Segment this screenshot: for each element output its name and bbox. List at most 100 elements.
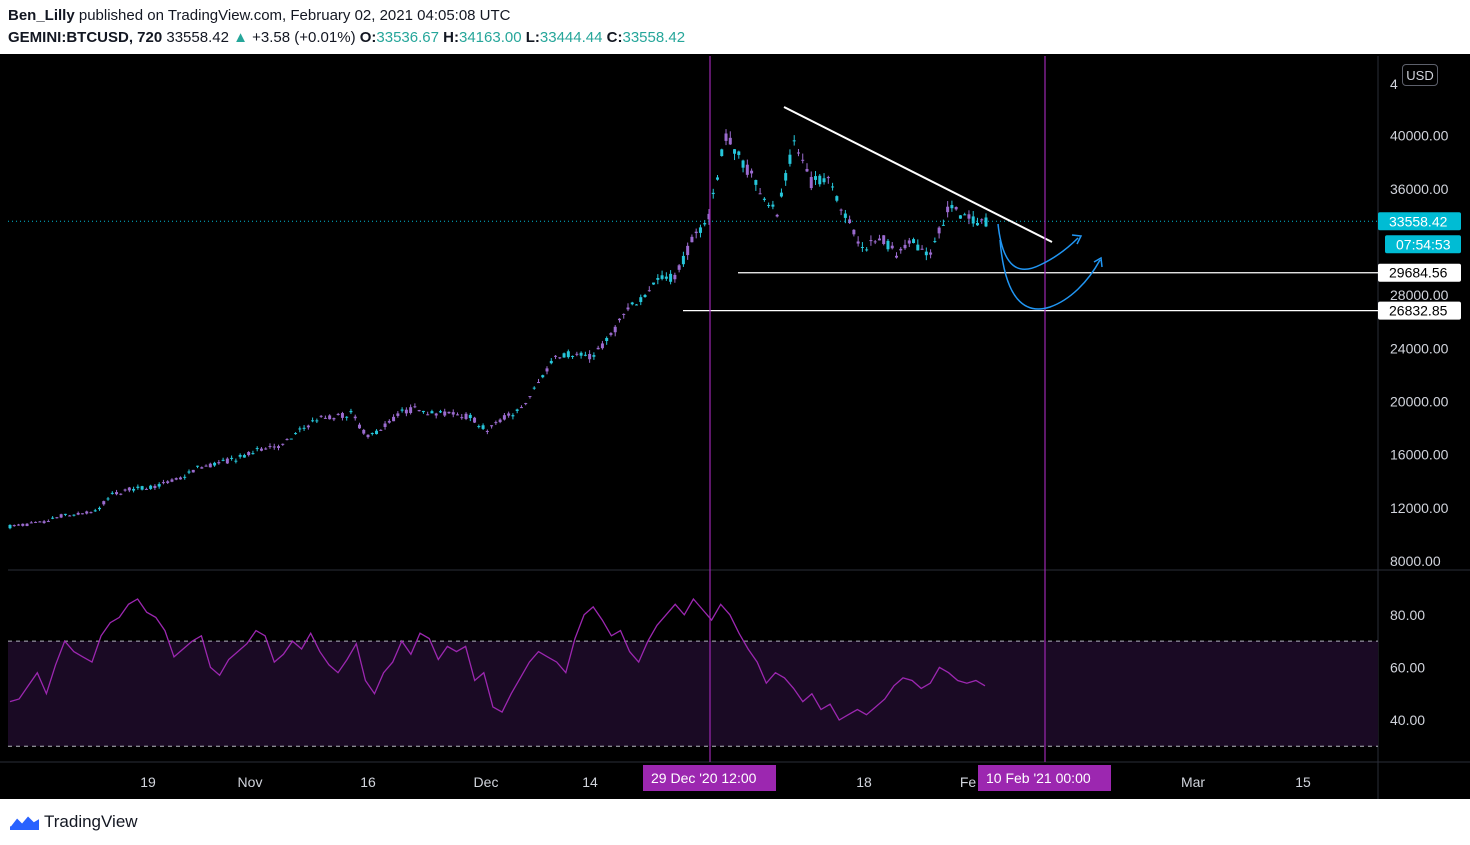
candle [59, 514, 63, 518]
time-axis-tick: Nov [238, 774, 263, 790]
author-name[interactable]: Ben_Lilly [8, 7, 75, 24]
candle [639, 297, 643, 302]
candle [890, 245, 894, 249]
candle [106, 498, 110, 500]
time-axis-tick: 19 [140, 774, 156, 790]
candle [728, 137, 732, 145]
candle [882, 235, 886, 245]
candle [379, 429, 383, 431]
candle [277, 446, 281, 448]
candle [711, 192, 715, 195]
candle [366, 434, 370, 438]
candle [933, 241, 937, 243]
candle [349, 410, 353, 413]
candle [191, 469, 195, 473]
candle [438, 411, 442, 413]
price-axis-tick: 4 [1390, 76, 1398, 92]
candle [217, 462, 221, 464]
candle [698, 227, 702, 233]
candle [161, 482, 165, 484]
candle [750, 170, 754, 174]
candle [208, 463, 212, 468]
candle [831, 186, 835, 188]
candle [647, 290, 651, 292]
candle [336, 413, 340, 415]
candle [886, 240, 890, 250]
time-axis-tick: Dec [474, 774, 499, 790]
candle [473, 417, 477, 423]
candle [289, 438, 293, 440]
price-axis-tick: 8000.00 [1390, 553, 1441, 569]
candle [481, 425, 485, 429]
candle [153, 485, 157, 489]
candle [984, 217, 988, 227]
candle [562, 353, 566, 358]
high-label: H: [443, 29, 459, 46]
candle [758, 193, 762, 195]
candle [916, 244, 920, 251]
publish-info: Ben_Lilly published on TradingView.com, … [8, 7, 511, 24]
candle [323, 417, 327, 419]
candle [571, 355, 575, 357]
candle [502, 415, 506, 420]
candle [686, 245, 690, 256]
tradingview-brand[interactable]: TradingView [8, 812, 138, 832]
candle [873, 241, 877, 243]
candle [549, 360, 553, 364]
candle [912, 239, 916, 244]
candle [166, 481, 170, 483]
rsi-line [9, 597, 986, 721]
candle [353, 416, 357, 419]
candle [494, 422, 498, 424]
low-value: 33444.44 [539, 29, 603, 46]
candle [80, 513, 84, 515]
candle [511, 415, 515, 417]
candle [144, 488, 148, 490]
candle [46, 521, 50, 523]
candle [187, 471, 191, 473]
candle [694, 231, 698, 234]
candle [673, 274, 677, 280]
candle [447, 411, 451, 414]
time-axis-tick: 16 [360, 774, 376, 790]
candle [174, 478, 178, 480]
candle [272, 446, 276, 448]
candle [285, 439, 289, 441]
candle [519, 407, 523, 409]
open-value: 33536.67 [376, 29, 439, 46]
candle [123, 489, 127, 491]
candle [532, 387, 536, 389]
last-price-tag: 33558.42 [1389, 213, 1448, 229]
rsi-band [8, 641, 1378, 747]
candle [345, 416, 349, 418]
candle [34, 521, 38, 523]
candle [375, 430, 379, 435]
candle [630, 302, 634, 305]
candle [745, 164, 749, 175]
last-price: 33558.42 [166, 29, 229, 46]
candle [183, 476, 187, 478]
candle [596, 347, 600, 350]
candle [720, 149, 724, 157]
candle [417, 410, 421, 412]
time-axis-tick: 18 [856, 774, 872, 790]
candle [937, 227, 941, 234]
ohlc-legend: GEMINI:BTCUSD, 720 33558.42 ▲ +3.58 (+0.… [8, 29, 685, 46]
candle [814, 176, 818, 180]
candle [737, 151, 741, 156]
tradingview-brand-text: TradingView [44, 812, 138, 831]
candle [779, 192, 783, 197]
candle [485, 430, 489, 432]
candle [865, 249, 869, 251]
candle [826, 177, 830, 179]
candle [72, 514, 76, 516]
candle [404, 409, 408, 414]
candle [703, 223, 707, 225]
candle [575, 353, 579, 355]
candle [643, 294, 647, 298]
currency-button[interactable]: USD [1402, 64, 1438, 86]
chart-area[interactable]: 40000.00 36000.00 28000.00 24000.00 20000.00… [0, 54, 1470, 799]
symbol-label[interactable]: GEMINI:BTCUSD, 720 [8, 29, 163, 46]
candle [443, 411, 447, 416]
last-price-tag-bg [1378, 212, 1461, 231]
